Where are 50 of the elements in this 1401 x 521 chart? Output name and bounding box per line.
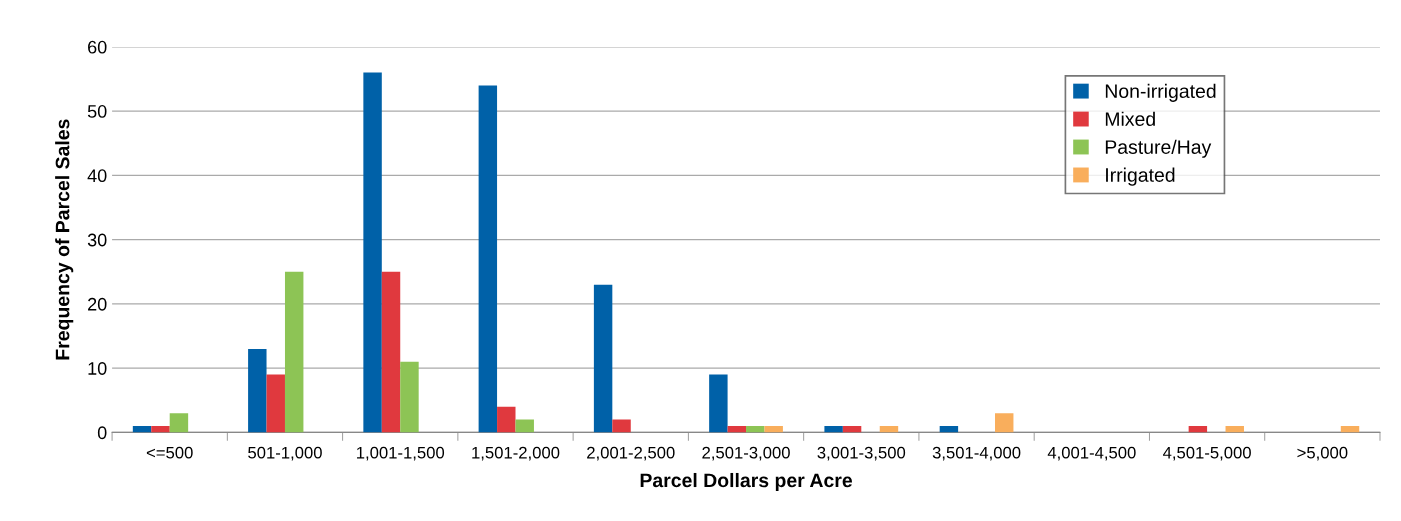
bar: [1340, 426, 1360, 433]
legend-label: Mixed: [1105, 111, 1155, 126]
bar: [400, 361, 419, 433]
x-tick-label: 501-1,000: [248, 446, 322, 461]
bar: [709, 374, 728, 433]
x-tick-label: <=500: [146, 446, 193, 459]
legend-label: Non-irrigated: [1105, 83, 1216, 102]
y-axis-title: Frequency of Parcel Sales: [55, 119, 74, 360]
bar: [746, 426, 765, 433]
y-tick-label: 30: [87, 233, 107, 247]
x-tick-label: 3,001-3,500: [817, 446, 906, 461]
bar: [381, 271, 401, 433]
bar: [151, 426, 170, 433]
bar: [612, 419, 631, 433]
y-tick-label: 50: [87, 105, 107, 118]
x-tick-label: 2,001-2,500: [587, 446, 675, 461]
bar: [593, 284, 613, 433]
y-tick-label: 40: [87, 169, 107, 183]
y-tick-label: 60: [88, 40, 107, 54]
bar: [169, 413, 189, 433]
bar: [1225, 426, 1244, 433]
x-axis-title: Parcel Dollars per Acre: [640, 472, 853, 492]
bar: [132, 426, 152, 433]
bar: [363, 72, 382, 433]
bar: [284, 271, 304, 433]
bar: [842, 426, 862, 433]
legend-label: Irrigated: [1106, 167, 1175, 186]
y-tick-label: 0: [97, 426, 107, 440]
x-tick-label: 2,501-3,000: [702, 446, 790, 461]
x-tick-label: 4,001-4,500: [1047, 446, 1136, 461]
bar: [497, 406, 516, 433]
legend-label: Pasture/Hay: [1105, 139, 1212, 158]
bar: [515, 419, 534, 433]
x-tick-label: >5,000: [1297, 446, 1348, 461]
x-tick-label: 4,501-5,000: [1162, 446, 1251, 461]
bar: [478, 85, 498, 433]
y-tick-label: 20: [88, 297, 107, 311]
x-tick-label: 1,001-1,500: [357, 446, 445, 461]
bar: [939, 426, 959, 433]
bar: [764, 426, 783, 433]
bar: [824, 426, 843, 433]
bar: [879, 426, 899, 433]
bar: [1188, 426, 1208, 433]
x-tick-label: 3,501-4,000: [932, 446, 1021, 461]
x-tick-label: 1,501-2,000: [472, 446, 560, 461]
bar: [995, 413, 1014, 433]
bar: [727, 426, 747, 433]
bar: [248, 348, 267, 433]
y-tick-label: 10: [88, 362, 107, 375]
bar: [266, 374, 285, 433]
